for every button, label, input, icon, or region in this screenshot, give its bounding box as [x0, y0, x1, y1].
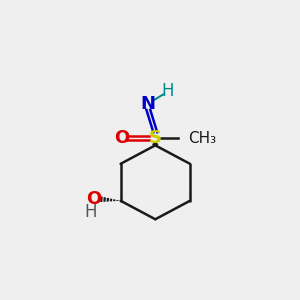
Text: O: O — [114, 129, 129, 147]
Text: H: H — [84, 202, 97, 220]
Text: H: H — [161, 82, 174, 100]
Polygon shape — [153, 143, 158, 145]
Text: CH₃: CH₃ — [188, 131, 217, 146]
Text: S: S — [149, 129, 162, 147]
Text: N: N — [141, 95, 156, 113]
Text: O: O — [86, 190, 101, 208]
